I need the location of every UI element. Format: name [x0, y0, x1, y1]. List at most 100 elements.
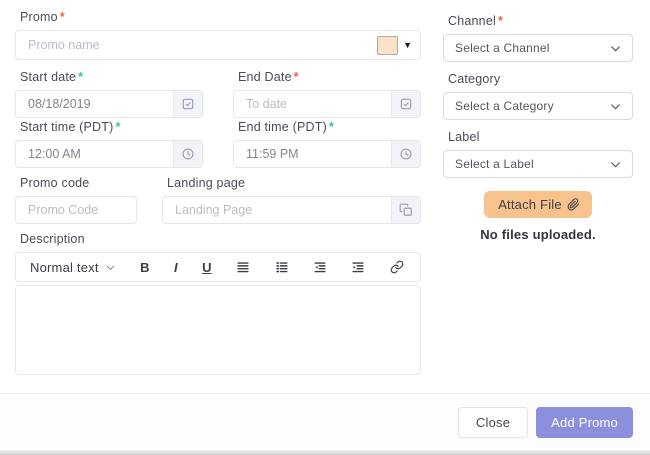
landing-page-field: [162, 196, 421, 224]
category-label-text: Category: [448, 72, 501, 86]
italic-button[interactable]: I: [174, 259, 178, 275]
label-label: Label: [443, 130, 633, 144]
clock-icon: [400, 148, 412, 160]
start-date-field: [15, 90, 203, 118]
add-promo-button[interactable]: Add Promo: [536, 406, 633, 438]
required-asterisk: *: [59, 10, 65, 24]
promo-name-input[interactable]: [16, 31, 378, 59]
clock-addon[interactable]: [391, 141, 420, 167]
description-label-text: Description: [20, 232, 85, 246]
bullet-list-icon: [275, 261, 288, 272]
start-time-field: [15, 140, 203, 168]
indent-button[interactable]: [351, 261, 365, 274]
end-time-label: End time (PDT) *: [233, 120, 421, 134]
channel-select[interactable]: Select a Channel: [443, 34, 633, 62]
dropdown-triangle-icon[interactable]: ▼: [403, 39, 412, 50]
bullet-list-button[interactable]: [275, 261, 289, 274]
category-field: Category Select a Category: [443, 72, 633, 120]
start-time-label-text: Start time (PDT): [20, 120, 114, 134]
end-time-input[interactable]: [234, 141, 391, 167]
color-swatch[interactable]: [377, 35, 399, 55]
landing-page-input[interactable]: [163, 197, 391, 223]
outdent-button[interactable]: [313, 261, 327, 274]
chevron-down-icon: [611, 161, 620, 167]
start-time-label: Start time (PDT) *: [15, 120, 203, 134]
label-label-text: Label: [448, 130, 480, 144]
channel-label-text: Channel: [448, 14, 496, 28]
justify-icon: [237, 261, 249, 272]
chevron-down-icon: [611, 103, 620, 109]
promo-name-field: ▼: [15, 30, 421, 60]
channel-field: Channel * Select a Channel: [443, 14, 633, 62]
form-right-column: Channel * Select a Channel Category Selec…: [443, 10, 633, 393]
promo-code-label-text: Promo code: [20, 176, 90, 190]
promo-code-input[interactable]: [16, 197, 136, 223]
label-field: Label Select a Label: [443, 130, 633, 178]
paragraph-style-dropdown[interactable]: Normal text: [30, 260, 116, 275]
promo-label: Promo *: [15, 10, 421, 24]
label-select[interactable]: Select a Label: [443, 150, 633, 178]
attach-file-button[interactable]: Attach File: [484, 191, 592, 218]
landing-page-label-text: Landing page: [167, 176, 246, 190]
clock-addon[interactable]: [173, 141, 202, 167]
landing-page-label: Landing page: [162, 176, 421, 190]
promo-label-text: Promo: [20, 10, 58, 24]
calendar-addon[interactable]: [173, 91, 202, 117]
bold-button[interactable]: B: [140, 259, 150, 275]
description-label: Description: [15, 232, 421, 246]
indent-icon: [352, 261, 365, 272]
calendar-addon[interactable]: [391, 91, 420, 117]
copy-addon[interactable]: [391, 197, 420, 223]
required-asterisk: *: [328, 120, 335, 134]
required-asterisk: *: [497, 14, 504, 28]
code-row: Promo code Landing page: [15, 176, 421, 224]
required-asterisk: *: [293, 70, 299, 84]
link-icon: [390, 260, 404, 274]
attach-file-label: Attach File: [498, 197, 562, 212]
paperclip-icon: [567, 198, 579, 211]
calendar-check-icon: [182, 98, 194, 110]
time-row: Start time (PDT)* End time (PDT)*: [15, 120, 421, 168]
form-left-column: Promo* ▼ Start date*: [15, 10, 421, 393]
start-date-label: Start date *: [15, 70, 203, 84]
justify-button[interactable]: [236, 261, 250, 274]
end-date-label: End Date *: [233, 70, 421, 84]
underline-button[interactable]: U: [202, 259, 212, 275]
end-date-field: [233, 90, 421, 118]
clock-icon: [182, 148, 194, 160]
modal-body: Promo* ▼ Start date*: [15, 10, 633, 393]
category-label: Category: [443, 72, 633, 86]
start-date-label-text: Start date: [20, 70, 77, 84]
copy-icon: [399, 203, 412, 216]
required-asterisk: *: [78, 70, 84, 84]
required-asterisk: *: [115, 120, 121, 134]
description-editor[interactable]: [15, 285, 421, 375]
description-toolbar: Normal text B I U: [15, 252, 421, 282]
channel-label: Channel *: [443, 14, 633, 28]
category-select-value: Select a Category: [455, 99, 554, 113]
end-date-label-text: End Date: [238, 70, 292, 84]
end-date-input[interactable]: [234, 91, 391, 117]
attach-zone: Attach File No files uploaded.: [443, 191, 633, 242]
end-time-field: [233, 140, 421, 168]
close-button[interactable]: Close: [457, 406, 529, 438]
calendar-check-icon: [400, 98, 412, 110]
link-button[interactable]: [390, 260, 404, 274]
channel-select-value: Select a Channel: [455, 41, 550, 55]
end-time-label-text: End time (PDT): [238, 120, 327, 134]
paragraph-style-value: Normal text: [30, 259, 99, 275]
files-status: No files uploaded.: [480, 227, 596, 242]
category-select[interactable]: Select a Category: [443, 92, 633, 120]
outdent-icon: [314, 261, 326, 272]
label-select-value: Select a Label: [455, 157, 534, 171]
start-date-input[interactable]: [16, 91, 173, 117]
date-row: Start date* End Date*: [15, 70, 421, 118]
modal-bottom-shadow: [0, 450, 650, 455]
chevron-down-icon: [611, 45, 620, 51]
start-time-input[interactable]: [16, 141, 173, 167]
promo-code-label: Promo code: [15, 176, 137, 190]
chevron-down-icon: [106, 265, 114, 270]
promo-code-field: [15, 196, 137, 224]
modal-footer: Close Add Promo: [0, 393, 650, 450]
